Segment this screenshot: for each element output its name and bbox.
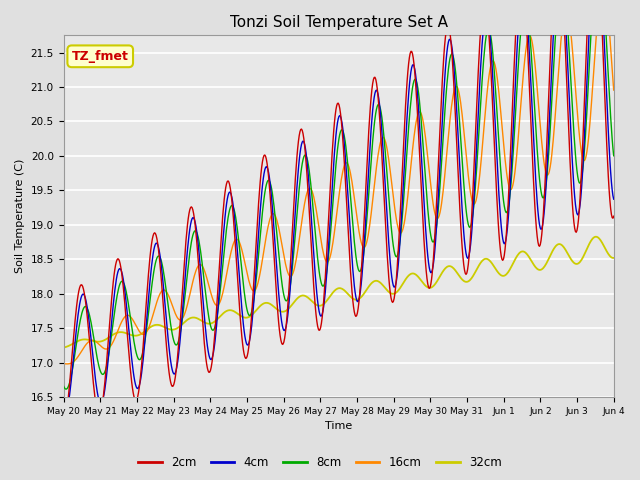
Y-axis label: Soil Temperature (C): Soil Temperature (C) [15, 159, 25, 274]
2cm [422, 259, 429, 265]
8cm [62, 386, 70, 392]
4cm [183, 255, 191, 261]
8cm [70, 356, 78, 361]
8cm [212, 321, 220, 326]
Line: 2cm: 2cm [63, 0, 614, 427]
8cm [610, 153, 618, 159]
16cm [70, 358, 78, 364]
2cm [610, 213, 618, 219]
2cm [70, 336, 77, 341]
16cm [63, 361, 70, 367]
2cm [126, 364, 134, 370]
2cm [182, 238, 190, 244]
16cm [610, 87, 618, 93]
32cm [592, 234, 600, 240]
X-axis label: Time: Time [325, 421, 352, 432]
Title: Tonzi Soil Temperature Set A: Tonzi Soil Temperature Set A [230, 15, 447, 30]
2cm [211, 328, 219, 334]
Line: 32cm: 32cm [63, 237, 614, 348]
2cm [406, 55, 413, 60]
32cm [610, 255, 618, 261]
32cm [70, 340, 77, 346]
Legend: 2cm, 4cm, 8cm, 16cm, 32cm: 2cm, 4cm, 8cm, 16cm, 32cm [134, 452, 506, 474]
32cm [406, 272, 413, 278]
32cm [422, 283, 429, 288]
16cm [422, 141, 430, 146]
4cm [60, 414, 67, 420]
8cm [406, 106, 414, 112]
4cm [406, 75, 414, 81]
32cm [126, 332, 134, 337]
8cm [127, 318, 134, 324]
32cm [211, 318, 219, 324]
4cm [610, 196, 618, 202]
4cm [127, 348, 134, 354]
16cm [406, 170, 414, 176]
4cm [212, 331, 220, 337]
4cm [60, 415, 68, 420]
8cm [422, 187, 430, 192]
8cm [60, 383, 67, 389]
4cm [422, 235, 430, 240]
Line: 4cm: 4cm [63, 0, 614, 418]
4cm [70, 348, 78, 353]
Text: TZ_fmet: TZ_fmet [72, 50, 129, 63]
16cm [212, 302, 220, 308]
2cm [60, 424, 67, 430]
16cm [183, 304, 191, 310]
Line: 8cm: 8cm [63, 0, 614, 389]
32cm [182, 318, 190, 324]
32cm [60, 345, 67, 350]
8cm [183, 276, 191, 282]
Line: 16cm: 16cm [63, 0, 614, 364]
16cm [127, 314, 134, 320]
16cm [60, 361, 67, 367]
